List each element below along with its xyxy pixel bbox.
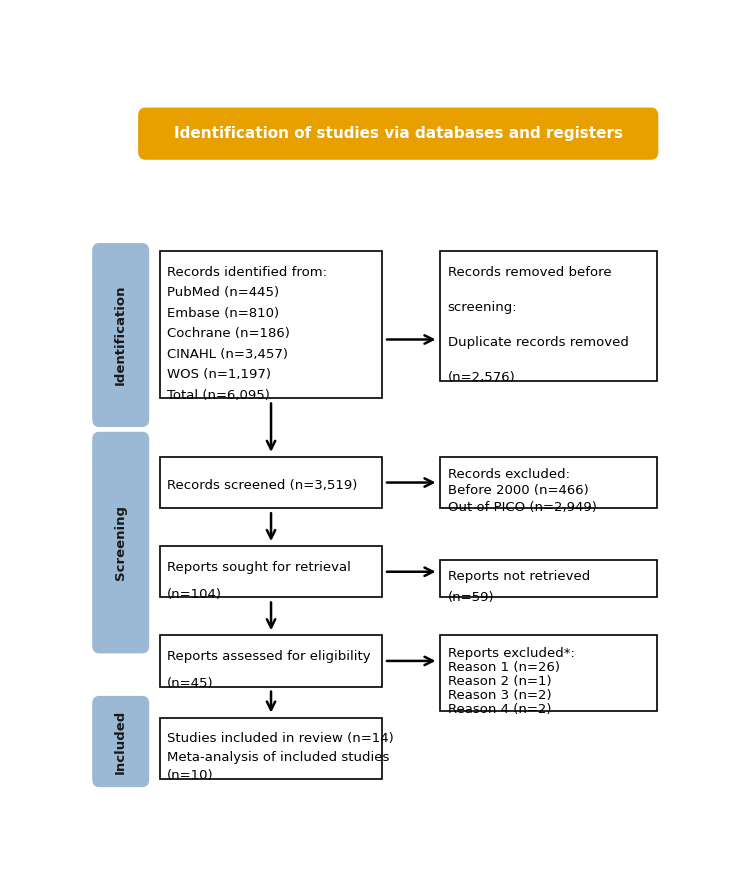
Text: Records removed before: Records removed before <box>448 266 611 279</box>
Text: Duplicate records removed: Duplicate records removed <box>448 336 629 349</box>
Text: Reason 4 (n=2): Reason 4 (n=2) <box>448 703 551 716</box>
FancyBboxPatch shape <box>160 717 382 780</box>
Text: Before 2000 (n=466): Before 2000 (n=466) <box>448 485 589 497</box>
Text: Identification: Identification <box>114 285 128 385</box>
Text: Reports sought for retrieval: Reports sought for retrieval <box>167 560 351 574</box>
Text: (n=45): (n=45) <box>167 677 214 690</box>
FancyBboxPatch shape <box>160 251 382 398</box>
Text: PubMed (n=445): PubMed (n=445) <box>167 286 280 299</box>
FancyBboxPatch shape <box>440 251 657 381</box>
Text: Studies included in review (n=14): Studies included in review (n=14) <box>167 732 394 746</box>
Text: Reason 1 (n=26): Reason 1 (n=26) <box>448 661 560 674</box>
Text: Meta-analysis of included studies: Meta-analysis of included studies <box>167 751 389 764</box>
Text: (n=2,576): (n=2,576) <box>448 372 515 385</box>
Text: Reports not retrieved: Reports not retrieved <box>448 569 590 583</box>
Text: Records excluded:: Records excluded: <box>448 469 570 481</box>
Text: CINAHL (n=3,457): CINAHL (n=3,457) <box>167 347 288 361</box>
Text: (n=59): (n=59) <box>448 591 495 604</box>
FancyBboxPatch shape <box>440 457 657 508</box>
Text: Embase (n=810): Embase (n=810) <box>167 307 280 320</box>
FancyBboxPatch shape <box>440 635 657 711</box>
FancyBboxPatch shape <box>160 546 382 598</box>
Text: Reports assessed for eligibility: Reports assessed for eligibility <box>167 650 371 663</box>
Text: (n=104): (n=104) <box>167 587 222 601</box>
Text: Records identified from:: Records identified from: <box>167 266 327 279</box>
Text: Screening: Screening <box>114 505 128 580</box>
Text: Reason 3 (n=2): Reason 3 (n=2) <box>448 689 551 702</box>
Text: (n=10): (n=10) <box>167 770 214 782</box>
Text: Records screened (n=3,519): Records screened (n=3,519) <box>167 479 357 492</box>
Text: Total (n=6,095): Total (n=6,095) <box>167 388 270 402</box>
FancyBboxPatch shape <box>93 244 148 426</box>
Text: Reports excluded*:: Reports excluded*: <box>448 647 574 659</box>
Text: Reason 2 (n=1): Reason 2 (n=1) <box>448 674 551 688</box>
FancyBboxPatch shape <box>140 109 657 159</box>
Text: Cochrane (n=186): Cochrane (n=186) <box>167 327 290 340</box>
Text: Out of PICO (n=2,949): Out of PICO (n=2,949) <box>448 501 597 513</box>
Text: Identification of studies via databases and registers: Identification of studies via databases … <box>174 127 623 141</box>
Text: WOS (n=1,197): WOS (n=1,197) <box>167 368 272 381</box>
FancyBboxPatch shape <box>93 697 148 786</box>
Text: Included: Included <box>114 709 128 773</box>
FancyBboxPatch shape <box>93 433 148 652</box>
FancyBboxPatch shape <box>440 560 657 598</box>
FancyBboxPatch shape <box>160 457 382 508</box>
Text: screening:: screening: <box>448 301 517 314</box>
FancyBboxPatch shape <box>160 635 382 687</box>
